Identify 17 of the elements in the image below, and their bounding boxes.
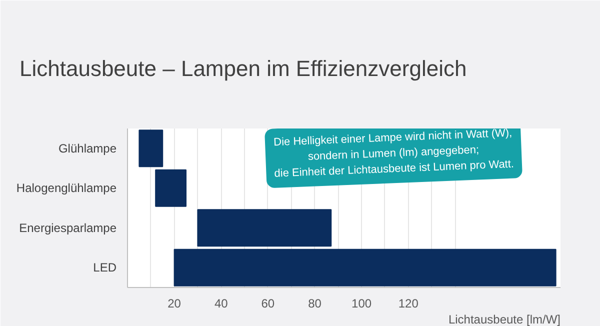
bar [174,248,556,286]
bar [197,209,332,247]
chart-title: Lichtausbeute – Lampen im Effizienzvergleich [20,56,467,81]
x-tick-label: 60 [261,296,275,310]
x-tick-label: 40 [214,296,228,310]
y-tick-label: Halogenglühlampe [16,181,117,196]
x-tick-label: 120 [398,296,419,310]
bar [138,130,164,168]
annotation: Die Helligkeit einer Lampe wird nicht in Watt (W), sondern in Lumen (lm) angegeben; die Einheit der Lichtausbeute ist Lumen pro Watt. [273,127,514,180]
x-tick-label: 100 [352,296,372,310]
x-tick-label: 20 [168,296,182,310]
bar [155,169,187,207]
y-tick-label: Energiesparlampe [19,220,117,235]
x-tick-label: 80 [308,296,322,310]
y-tick-label: Glühlampe [58,141,117,156]
y-tick-label: LED [93,260,117,275]
x-axis-title: Lichtausbeute [lm/W] [448,312,561,326]
